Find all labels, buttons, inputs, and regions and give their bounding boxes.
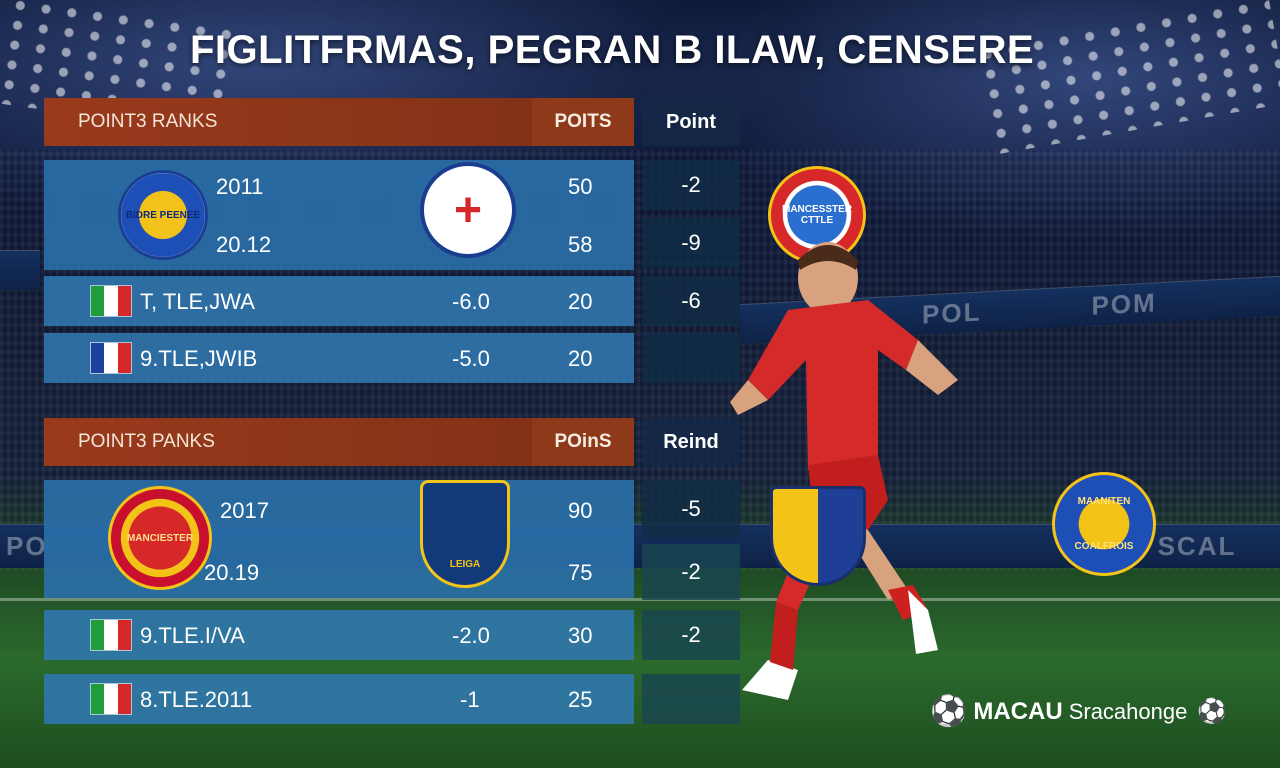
flag-icon (90, 683, 132, 715)
table-header-label: POINT3 RANKS (78, 111, 218, 132)
ranking-table-1: POINT3 RANKS POITS Point BIDRE PEENEE 20… (44, 98, 740, 383)
pitch-line (0, 598, 1280, 601)
row-diff: -5.0 (452, 346, 490, 371)
ad-board-text: SCAL (1157, 531, 1237, 561)
club-crest-bottom-right: MAANITEN COALFROIS (1052, 472, 1156, 576)
points-value: 20 (568, 289, 593, 314)
team-row-block[interactable]: MANCIESTER 2017 20.19 LEIGA 90 75 (44, 480, 634, 598)
side-column-header: Reind (642, 418, 740, 466)
season-year: 20.19 (204, 560, 260, 585)
table-header: POINT3 RANKS POITS (44, 98, 634, 146)
team-crest: MANCIESTER (108, 486, 212, 590)
watermark: ⚽ MACAU Sracahonge ⚽ (930, 694, 1227, 729)
crest-text: MANCESSTER (781, 204, 852, 215)
team-row-block[interactable]: BIDRE PEENEE 2011 20.12 + 50 58 (44, 160, 634, 270)
points-value: 58 (568, 232, 593, 257)
row-label: 9.TLE,JWIB (140, 346, 258, 371)
flag-icon (90, 285, 132, 317)
table-header-label: POINT3 PANKS (78, 431, 215, 452)
floodlights-right (972, 0, 1280, 156)
side-value: -2 (642, 544, 740, 600)
row-label: 8.TLE.2011 (140, 687, 253, 712)
points-value: 20 (568, 346, 593, 371)
ranking-table-2: POINT3 PANKS POinS Reind MANCIESTER 2017… (44, 418, 740, 728)
flag-icon (90, 619, 132, 651)
side-column-header: Point (642, 98, 740, 146)
points-value: 25 (568, 687, 593, 712)
crest-text: BIDRE PEENEE (125, 209, 201, 221)
points-value: 90 (568, 498, 593, 523)
side-value: -6 (642, 276, 740, 326)
table-row[interactable]: T, TLE,JWA -6.0 20 (44, 276, 634, 326)
page-title: FIGLITFRMAS, PEGRAN B ILAW, CENSERE (190, 28, 1035, 72)
row-diff: -6.0 (452, 289, 490, 314)
ad-board-text: POM (1091, 287, 1157, 321)
opponent-crest: + (420, 162, 516, 258)
club-shield (770, 486, 866, 586)
watermark-subtext: Sracahonge (1068, 698, 1188, 724)
side-value: -5 (642, 480, 740, 538)
side-value (642, 333, 740, 383)
crest-subtext: COALFROIS (1074, 541, 1134, 552)
season-year: 20.12 (216, 232, 272, 257)
crest-subtext: CTTLE (800, 215, 834, 226)
ad-board-text: PO (6, 531, 48, 561)
side-value: -2 (642, 160, 740, 210)
crest-text: + (453, 183, 483, 237)
points-value: 75 (568, 560, 593, 585)
table-row[interactable]: 9.TLE.I/VA -2.0 30 (44, 610, 634, 660)
soccer-ball-icon: ⚽ (930, 695, 968, 728)
row-diff: -1 (460, 687, 480, 712)
team-crest: BIDRE PEENEE (118, 170, 208, 260)
points-value: 30 (568, 623, 593, 648)
points-column-header: POITS (532, 98, 634, 146)
opponent-crest: LEIGA (420, 480, 510, 588)
crest-text: MANCIESTER (126, 532, 194, 544)
table-row[interactable]: 9.TLE,JWIB -5.0 20 (44, 333, 634, 383)
season-year: 2017 (220, 498, 269, 523)
soccer-ball-icon: ⚽ (1197, 698, 1228, 725)
crest-text: MAANITEN (1077, 496, 1131, 507)
crest-text: LEIGA (449, 558, 481, 570)
row-diff: -2.0 (452, 623, 490, 648)
side-value: -2 (642, 610, 740, 660)
player-figure (730, 242, 958, 700)
table-header: POINT3 PANKS POinS (44, 418, 634, 466)
season-year: 2011 (216, 174, 264, 199)
side-value (642, 674, 740, 724)
table-row[interactable]: 8.TLE.2011 -1 25 (44, 674, 634, 724)
flag-icon (90, 342, 132, 374)
points-column-header: POinS (532, 418, 634, 466)
watermark-brand: MACAU (973, 697, 1063, 725)
row-label: 9.TLE.I/VA (140, 623, 245, 648)
row-label: T, TLE,JWA (140, 289, 255, 314)
points-value: 50 (568, 174, 593, 199)
ad-board-left (0, 250, 40, 290)
side-value: -9 (642, 218, 740, 268)
